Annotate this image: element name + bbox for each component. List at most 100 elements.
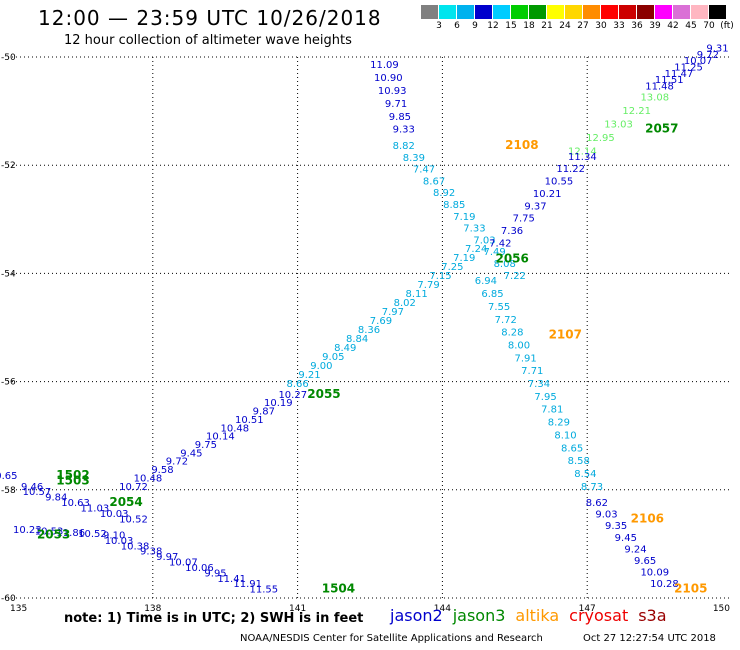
wave-height-label: 7.24 [465,244,487,255]
wave-height-label: 7.25 [441,262,463,273]
wave-height-label: 10.52 [119,514,148,525]
wave-height-label: 7.42 [489,238,511,249]
color-swatch [529,5,547,19]
wave-height-label: 7.36 [501,226,523,237]
wave-height-label: 9.33 [393,125,415,136]
color-swatch [547,5,565,19]
wave-height-label: 11.41 [217,574,246,585]
wave-height-label: 7.15 [429,271,451,282]
color-swatch [457,5,475,19]
color-scale-legend: 3 6 9 12 15 18 21 24 27 30 33 36 39 42 45 70 (ft) [421,5,734,33]
color-scale-label: 3 [436,21,442,31]
wave-height-label: 9.65 [634,556,656,567]
x-tick-label: 135 [10,604,27,614]
wave-height-label: 8.82 [393,141,415,152]
wave-height-label: 9.37 [524,201,546,212]
color-swatch [421,5,439,19]
y-tick-label: -60 [1,594,16,604]
wave-height-label: 7.22 [504,271,526,282]
wave-height-label: 10.51 [235,415,264,426]
wave-height-label: 9.05 [322,352,344,363]
wave-height-label: 11.91 [233,579,262,590]
wave-height-label: 10.57 [23,487,52,498]
track-2057: 12.14 12.95 13.03 12.21 13.08 2057 [568,92,678,157]
wave-height-label: 11.03 [81,503,110,514]
wave-height-label: 8.65 [561,443,583,454]
wave-height-label: 9.10 [103,530,125,541]
color-swatch [601,5,619,19]
wave-height-label: 8.84 [346,334,368,345]
color-scale-swatches [421,5,727,19]
x-tick-label: 147 [579,604,596,614]
wave-height-label: 7.97 [382,307,404,318]
page-title: 12:00 — 23:59 UTC 10/26/2018 [38,6,382,30]
color-swatch [619,5,637,19]
wave-height-label: 9.03 [595,510,617,521]
wave-height-label: 8.00 [508,340,530,351]
color-scale-label: 39 [649,21,661,31]
wave-height-label: 10.90 [374,73,403,84]
wave-height-label: 7.75 [513,214,535,225]
wave-height-label: 9.71 [385,99,407,110]
satellite-legend-item: jason3 [452,606,506,625]
pass-id-label: 1504 [322,582,355,596]
credit-line: NOAA/NESDIS Center for Satellite Applica… [240,633,543,644]
color-scale-label: 42 [667,21,679,31]
wave-height-label: 10.53 [35,526,64,537]
color-swatch [673,5,691,19]
color-swatch [655,5,673,19]
wave-height-label: 7.19 [453,253,475,264]
pass-id-label: 2053 [37,527,70,541]
wave-height-label: 9.21 [298,370,320,381]
x-tick-label: 144 [434,604,451,614]
satellite-legend-item: jason2 [390,606,443,625]
y-tick-label: -54 [1,269,16,279]
wave-height-label: 10.55 [545,177,574,188]
wave-height-label: 10.48 [221,423,250,434]
wave-height-label: 8.62 [586,498,608,509]
wave-height-label: 11.47 [665,69,694,80]
wave-height-label: 8.29 [548,418,570,429]
wave-height-label: 13.03 [604,119,633,130]
wave-height-label: 11.51 [655,75,684,86]
color-scale-label: 27 [577,21,589,31]
wave-height-label: 7.19 [453,212,475,223]
wave-height-label: 7.34 [528,379,550,390]
wave-height-label: 10.09 [640,568,669,579]
wave-height-label: 8.49 [334,343,356,354]
color-swatch [439,5,457,19]
track-1502: 10.65 9.46 1502 [0,468,90,493]
wave-height-label: 8.73 [581,482,603,493]
color-swatch [475,5,493,19]
pass-id-label: 2108 [505,138,538,152]
wave-height-label: 9.72 [166,457,188,468]
pass-id-label: 2105 [674,582,707,596]
wave-height-label: 10.06 [185,563,214,574]
color-scale-label: 45 [685,21,697,31]
wave-height-label: 7.71 [521,366,543,377]
wave-height-label: 9.85 [389,112,411,123]
color-scale-label: 33 [613,21,625,31]
y-tick-label: -52 [1,161,16,171]
y-tick-label: -50 [1,53,16,63]
wave-height-label: 12.21 [622,106,651,117]
color-scale-label: 15 [505,21,517,31]
track-2108-n: 11.09 10.90 10.93 9.71 9.85 9.33 [370,60,415,136]
wave-height-label: 11.09 [370,60,399,71]
color-swatch [565,5,583,19]
wave-height-label: 10.21 [533,189,562,200]
wave-height-label: 6.85 [481,289,503,300]
wave-height-label: 9.24 [624,544,646,555]
wave-height-label: 10.03 [105,536,134,547]
wave-height-label: 7.55 [488,302,510,313]
color-scale-label: 6 [454,21,460,31]
wave-height-label: 8.58 [568,456,590,467]
pass-id-label: 2056 [495,252,528,266]
wave-height-label: 12.95 [586,133,615,144]
wave-height-label: 8.67 [423,176,445,187]
wave-height-label: 9.95 [204,568,226,579]
pass-id-label: 2054 [109,495,142,509]
y-tick-label: -56 [1,378,16,388]
